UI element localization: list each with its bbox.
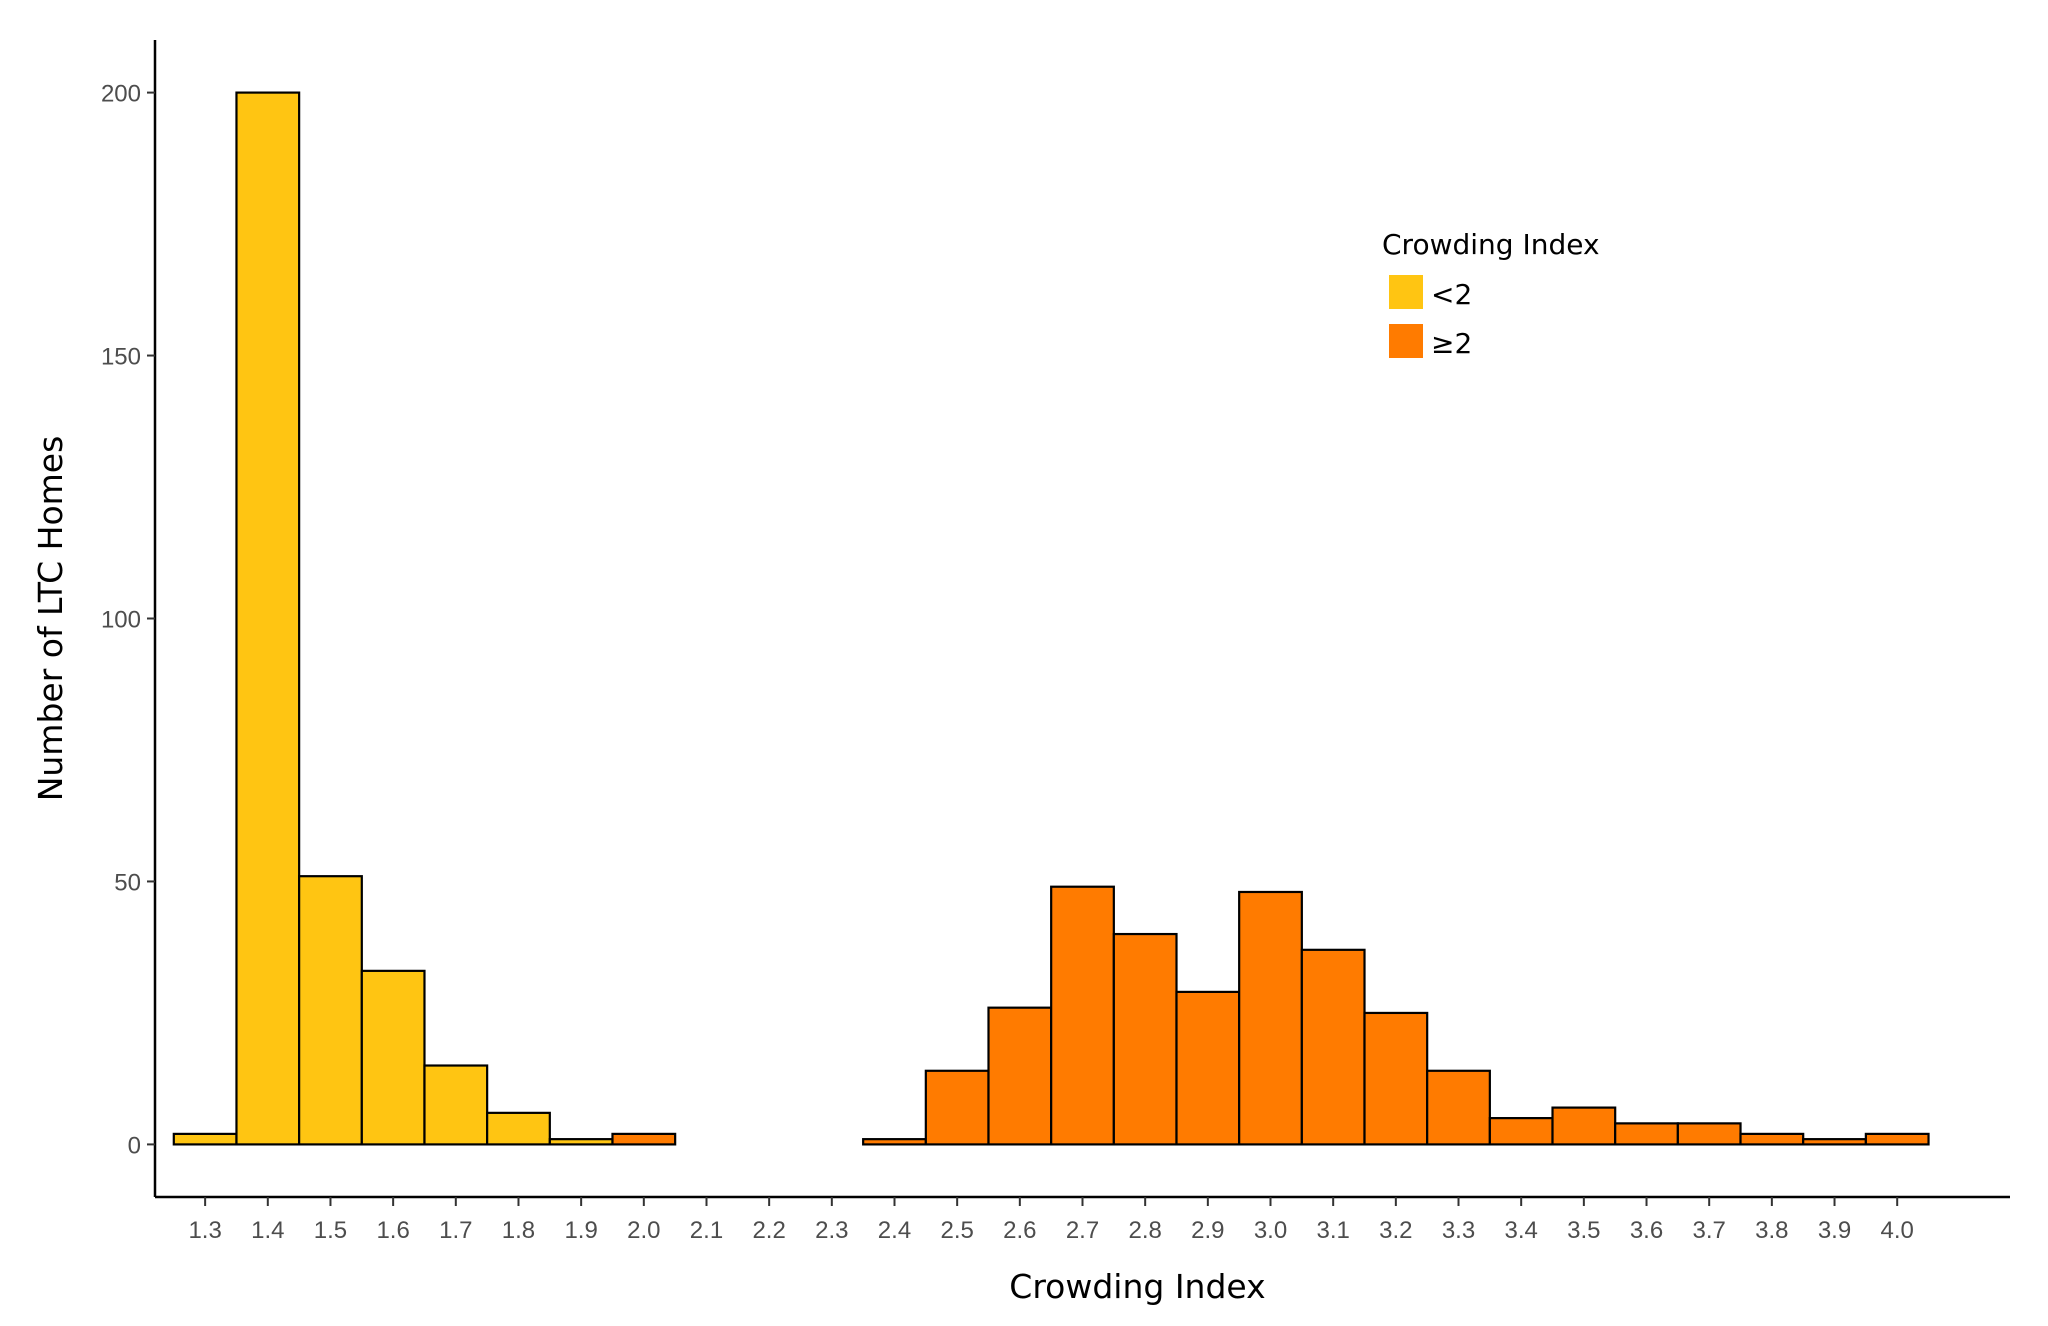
bar-ge2-3.3 bbox=[1426, 1069, 1491, 1146]
x-tick-label: 3.7 bbox=[1693, 1217, 1726, 1244]
x-tick-label: 2.8 bbox=[1128, 1217, 1161, 1244]
x-tick-label: 3.4 bbox=[1504, 1217, 1537, 1244]
bar-ge2-2.4 bbox=[862, 1138, 927, 1146]
bar-ge2-4.0 bbox=[1864, 1132, 1930, 1146]
bar-ge2-3.9 bbox=[1802, 1138, 1867, 1146]
bar-ge2-2.9 bbox=[1175, 990, 1241, 1146]
x-tick-label: 3.1 bbox=[1316, 1217, 1349, 1244]
x-axis-ticks: 1.3 1.4 1.5 1.6 1.7 1.8 1.9 2.0 2.1 2.2 2.3 2.4 2.5 2… bbox=[188, 1197, 1914, 1244]
bar-ge2-3.2 bbox=[1363, 1011, 1429, 1146]
x-tick-label: 3.6 bbox=[1630, 1217, 1663, 1244]
x-tick-label: 3.9 bbox=[1818, 1217, 1851, 1244]
x-tick-label: 2.6 bbox=[1003, 1217, 1036, 1244]
bar-lt2-1.3 bbox=[172, 1132, 238, 1146]
bar-ge2-2.5 bbox=[924, 1069, 990, 1146]
x-tick-label: 2.2 bbox=[752, 1217, 785, 1244]
bar-ge2-2.0 bbox=[611, 1132, 677, 1146]
y-axis-ticks: 0 50 100 150 200 bbox=[101, 81, 155, 1159]
x-tick-label: 3.3 bbox=[1442, 1217, 1475, 1244]
x-tick-label: 2.4 bbox=[878, 1217, 911, 1244]
bar-ge2-3.8 bbox=[1739, 1132, 1805, 1146]
x-tick-label: 3.2 bbox=[1379, 1217, 1412, 1244]
x-tick-label: 1.8 bbox=[502, 1217, 535, 1244]
legend-swatch-lt2 bbox=[1389, 275, 1423, 309]
x-tick-label: 1.3 bbox=[188, 1217, 221, 1244]
bar-ge2-2.6 bbox=[987, 1006, 1053, 1146]
x-tick-label: 3.5 bbox=[1567, 1217, 1600, 1244]
bar-ge2-3.7 bbox=[1676, 1122, 1742, 1146]
bar-lt2-1.8 bbox=[486, 1111, 551, 1146]
bar-ge2-3.4 bbox=[1488, 1117, 1554, 1146]
bar-lt2-1.5 bbox=[298, 875, 363, 1146]
legend-label-lt2: <2 bbox=[1431, 278, 1472, 311]
legend-swatch-ge2 bbox=[1389, 324, 1423, 358]
legend: Crowding Index <2 ≥2 bbox=[1382, 228, 1600, 360]
y-tick-label: 50 bbox=[114, 869, 141, 896]
bar-lt2-1.9 bbox=[548, 1138, 614, 1146]
bar-lt2-1.4 bbox=[235, 91, 301, 1146]
y-tick-label: 150 bbox=[101, 344, 141, 371]
bar-lt2-1.7 bbox=[423, 1064, 489, 1146]
x-tick-label: 2.5 bbox=[940, 1217, 973, 1244]
x-tick-label: 2.0 bbox=[627, 1217, 660, 1244]
bar-ge2-3.6 bbox=[1614, 1122, 1679, 1146]
y-tick-label: 0 bbox=[128, 1132, 141, 1159]
y-tick-label: 200 bbox=[101, 81, 141, 108]
x-tick-label: 3.0 bbox=[1254, 1217, 1287, 1244]
x-tick-label: 1.5 bbox=[314, 1217, 347, 1244]
bar-ge2-2.8 bbox=[1112, 932, 1178, 1146]
x-tick-label: 2.3 bbox=[815, 1217, 848, 1244]
bar-ge2-3.5 bbox=[1551, 1106, 1617, 1146]
x-tick-label: 2.7 bbox=[1066, 1217, 1099, 1244]
bars-layer bbox=[172, 91, 1930, 1146]
x-tick-label: 1.7 bbox=[439, 1217, 472, 1244]
x-tick-label: 1.6 bbox=[376, 1217, 409, 1244]
bar-lt2-1.6 bbox=[360, 969, 426, 1146]
x-tick-label: 2.1 bbox=[690, 1217, 723, 1244]
x-tick-label: 2.9 bbox=[1191, 1217, 1224, 1244]
x-tick-label: 1.9 bbox=[564, 1217, 597, 1244]
x-tick-label: 4.0 bbox=[1881, 1217, 1914, 1244]
y-tick-label: 100 bbox=[101, 607, 141, 634]
x-tick-label: 1.4 bbox=[251, 1217, 284, 1244]
x-tick-label: 3.8 bbox=[1755, 1217, 1788, 1244]
bar-ge2-3.0 bbox=[1238, 890, 1303, 1146]
legend-label-ge2: ≥2 bbox=[1431, 327, 1472, 360]
y-axis-title: Number of LTC Homes bbox=[31, 436, 70, 802]
bar-ge2-2.7 bbox=[1050, 885, 1115, 1146]
x-axis-title: Crowding Index bbox=[1009, 1267, 1265, 1306]
bar-ge2-3.1 bbox=[1300, 948, 1366, 1146]
legend-title: Crowding Index bbox=[1382, 228, 1600, 261]
